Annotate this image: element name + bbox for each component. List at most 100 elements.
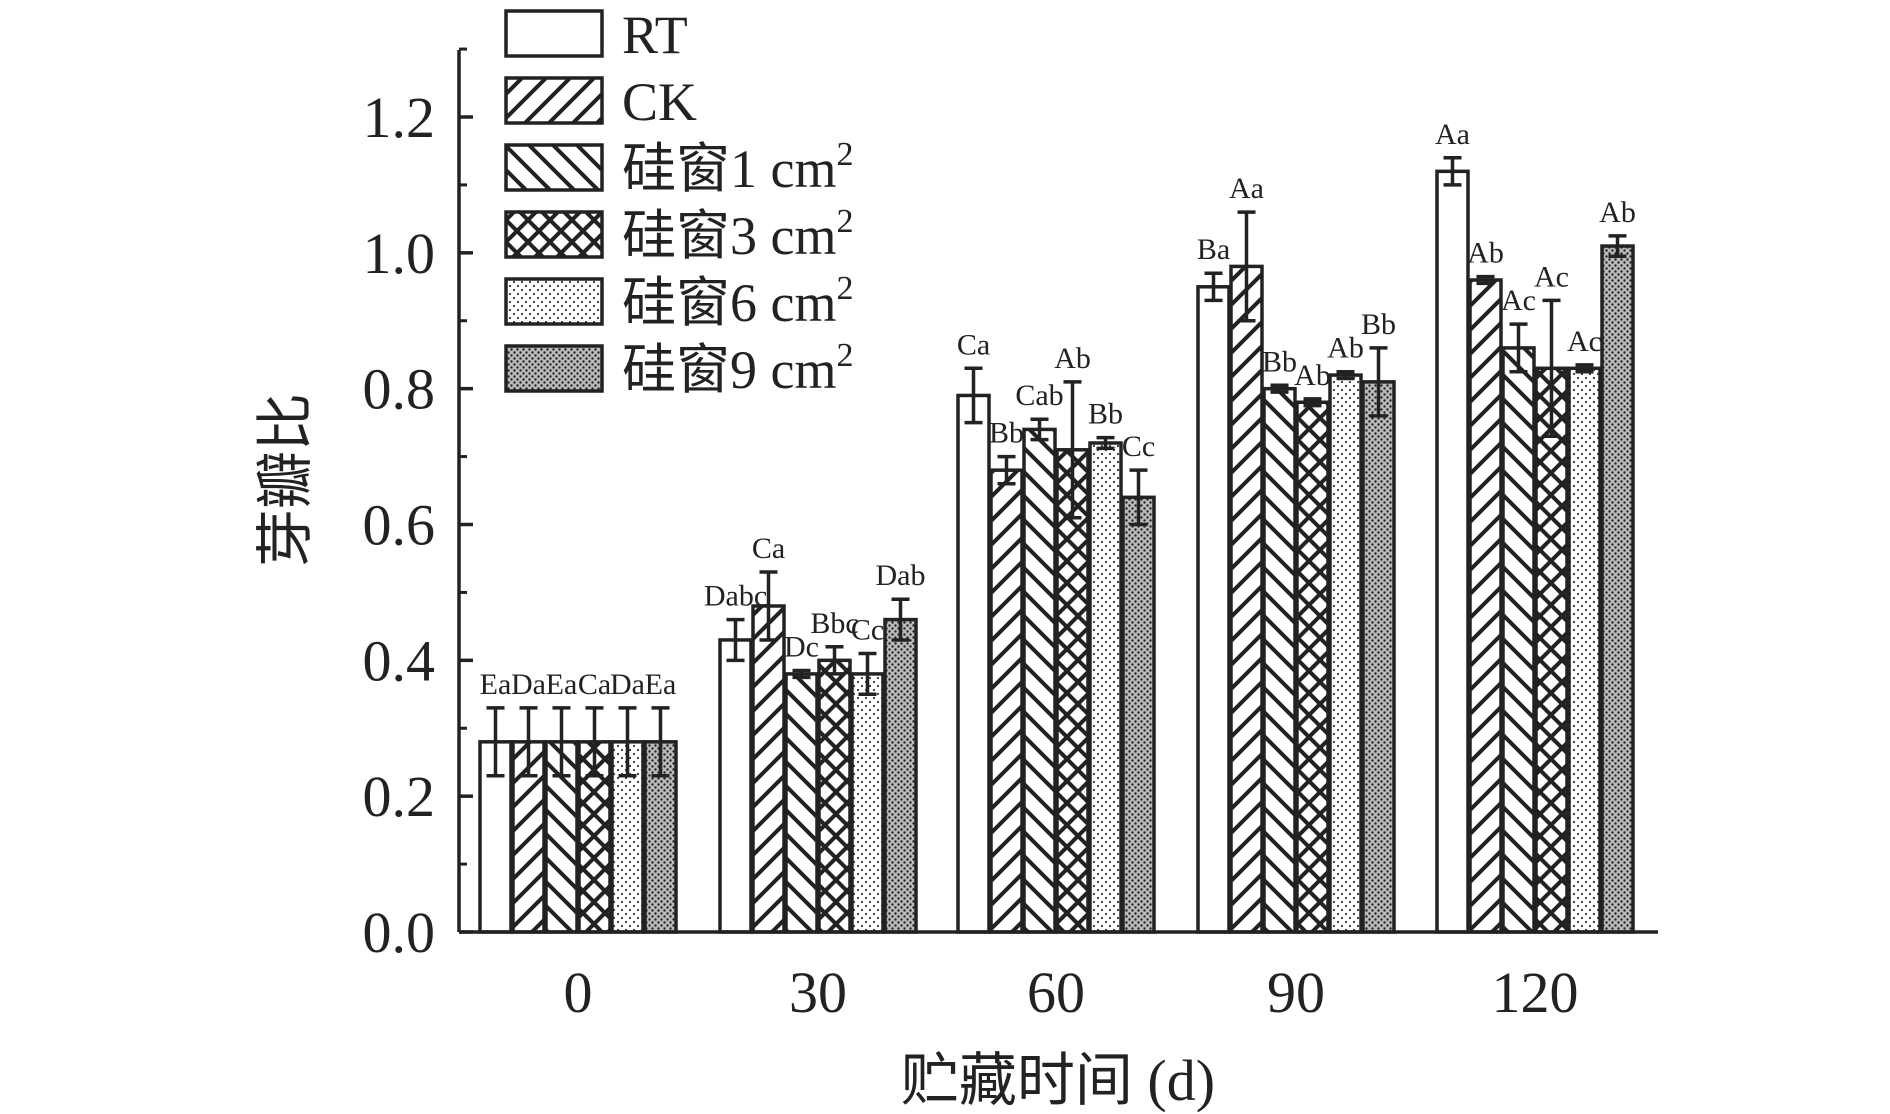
error-bar bbox=[1476, 274, 1495, 286]
bar bbox=[989, 468, 1024, 934]
legend-item: 硅窗3 cm2 bbox=[504, 203, 853, 266]
significance-label: Cc bbox=[1122, 430, 1155, 463]
error-bar bbox=[1336, 369, 1355, 381]
axes: 0.0 0.2 0.4 0.6 0.8 1.0 1.2 0 30 60 90 120 bbox=[363, 47, 1658, 1025]
y-tick-label: 1.2 bbox=[363, 85, 436, 150]
error-bar bbox=[891, 597, 910, 642]
significance-label: Ca bbox=[578, 668, 611, 701]
legend-label: 硅窗1 cm2 bbox=[622, 136, 853, 199]
error-bar bbox=[964, 366, 983, 425]
error-bar bbox=[618, 706, 637, 778]
significance-label: Da bbox=[610, 668, 645, 701]
significance-label: Bb bbox=[1088, 398, 1123, 431]
bar bbox=[817, 658, 852, 934]
error-bar bbox=[1237, 210, 1256, 323]
error-bars-layer bbox=[486, 156, 1627, 778]
error-bar bbox=[519, 706, 538, 778]
y-tick-label: 0.4 bbox=[363, 628, 436, 693]
bar bbox=[1501, 346, 1536, 934]
bar bbox=[1055, 448, 1090, 934]
bar bbox=[1121, 495, 1156, 934]
error-bar bbox=[1542, 298, 1561, 438]
bar bbox=[1229, 264, 1264, 934]
error-bar bbox=[759, 570, 778, 642]
bar bbox=[1361, 380, 1396, 934]
x-tick-label: 30 bbox=[789, 960, 847, 1025]
error-bar bbox=[1608, 234, 1627, 258]
bar bbox=[1435, 169, 1470, 934]
significance-label: Bbc bbox=[810, 607, 858, 640]
legend-item: CK bbox=[504, 72, 697, 132]
legend-item: 硅窗9 cm2 bbox=[504, 337, 853, 400]
bar bbox=[1022, 427, 1057, 934]
error-bar bbox=[1303, 397, 1322, 408]
error-bar bbox=[1443, 156, 1462, 187]
significance-label: Ab bbox=[1467, 237, 1504, 270]
error-bar bbox=[825, 645, 844, 676]
significance-label: Aa bbox=[1435, 118, 1470, 151]
error-bar bbox=[1369, 346, 1388, 418]
error-bar bbox=[552, 706, 571, 778]
significance-label: Cab bbox=[1015, 379, 1063, 412]
error-bar bbox=[858, 651, 877, 697]
bar bbox=[956, 393, 991, 934]
y-axis-title: 芽瓣比 bbox=[253, 393, 318, 567]
legend-item: RT bbox=[504, 5, 688, 65]
error-bar bbox=[1270, 383, 1289, 394]
bar bbox=[1534, 366, 1569, 934]
x-tick-label: 0 bbox=[564, 960, 593, 1025]
significance-label: Ca bbox=[957, 328, 990, 361]
error-bar bbox=[585, 706, 604, 778]
error-bar bbox=[651, 706, 670, 778]
legend-label: 硅窗6 cm2 bbox=[622, 270, 853, 333]
significance-label: Dc bbox=[784, 631, 819, 664]
significance-label: Aa bbox=[1229, 172, 1264, 205]
bar bbox=[1295, 400, 1330, 934]
significance-label: Ac bbox=[1534, 260, 1569, 293]
y-tick-label: 1.0 bbox=[363, 221, 436, 286]
bar bbox=[850, 672, 885, 934]
significance-label: Da bbox=[511, 668, 546, 701]
bar bbox=[784, 672, 819, 934]
x-tick-label: 60 bbox=[1027, 960, 1085, 1025]
legend-item: 硅窗1 cm2 bbox=[504, 136, 853, 199]
error-bar bbox=[1204, 271, 1223, 303]
bar bbox=[883, 617, 918, 934]
significance-label: Ac bbox=[1567, 325, 1602, 358]
significance-label: Ab bbox=[1599, 196, 1636, 229]
error-bar bbox=[486, 706, 505, 778]
legend-label: 硅窗9 cm2 bbox=[622, 337, 853, 400]
bar bbox=[1262, 386, 1297, 934]
legend-swatch bbox=[504, 76, 604, 125]
significance-label: Ba bbox=[1197, 233, 1230, 266]
significance-label: Dab bbox=[876, 559, 926, 592]
y-tick-label: 0.8 bbox=[363, 357, 436, 422]
legend-swatch bbox=[504, 143, 604, 192]
legend-swatch bbox=[504, 344, 604, 393]
significance-label: Bb bbox=[1262, 345, 1297, 378]
error-bar bbox=[997, 454, 1016, 486]
error-bar bbox=[726, 617, 745, 663]
legend-swatch bbox=[504, 277, 604, 326]
bar bbox=[1468, 278, 1503, 934]
significance-label: Cc bbox=[851, 614, 884, 647]
significance-label: Bb bbox=[1361, 308, 1396, 341]
significance-label: Ac bbox=[1501, 284, 1536, 317]
significance-label: Ea bbox=[645, 668, 677, 701]
legend-item: 硅窗6 cm2 bbox=[504, 270, 853, 333]
error-bar bbox=[1063, 380, 1082, 520]
legend-label: CK bbox=[622, 72, 697, 132]
legend-swatch bbox=[504, 210, 604, 259]
x-tick-label: 90 bbox=[1267, 960, 1325, 1025]
significance-label: Ab bbox=[1294, 359, 1331, 392]
significance-label: Ab bbox=[1054, 342, 1091, 375]
error-bar bbox=[1509, 322, 1528, 374]
bar bbox=[1088, 441, 1123, 934]
significance-label: Ca bbox=[752, 532, 785, 565]
bar bbox=[1600, 244, 1635, 934]
x-ticks: 0 30 60 90 120 bbox=[564, 960, 1579, 1025]
bar bbox=[1196, 285, 1231, 934]
y-tick-label: 0.6 bbox=[363, 493, 436, 558]
y-tick-label: 0.0 bbox=[363, 900, 436, 965]
